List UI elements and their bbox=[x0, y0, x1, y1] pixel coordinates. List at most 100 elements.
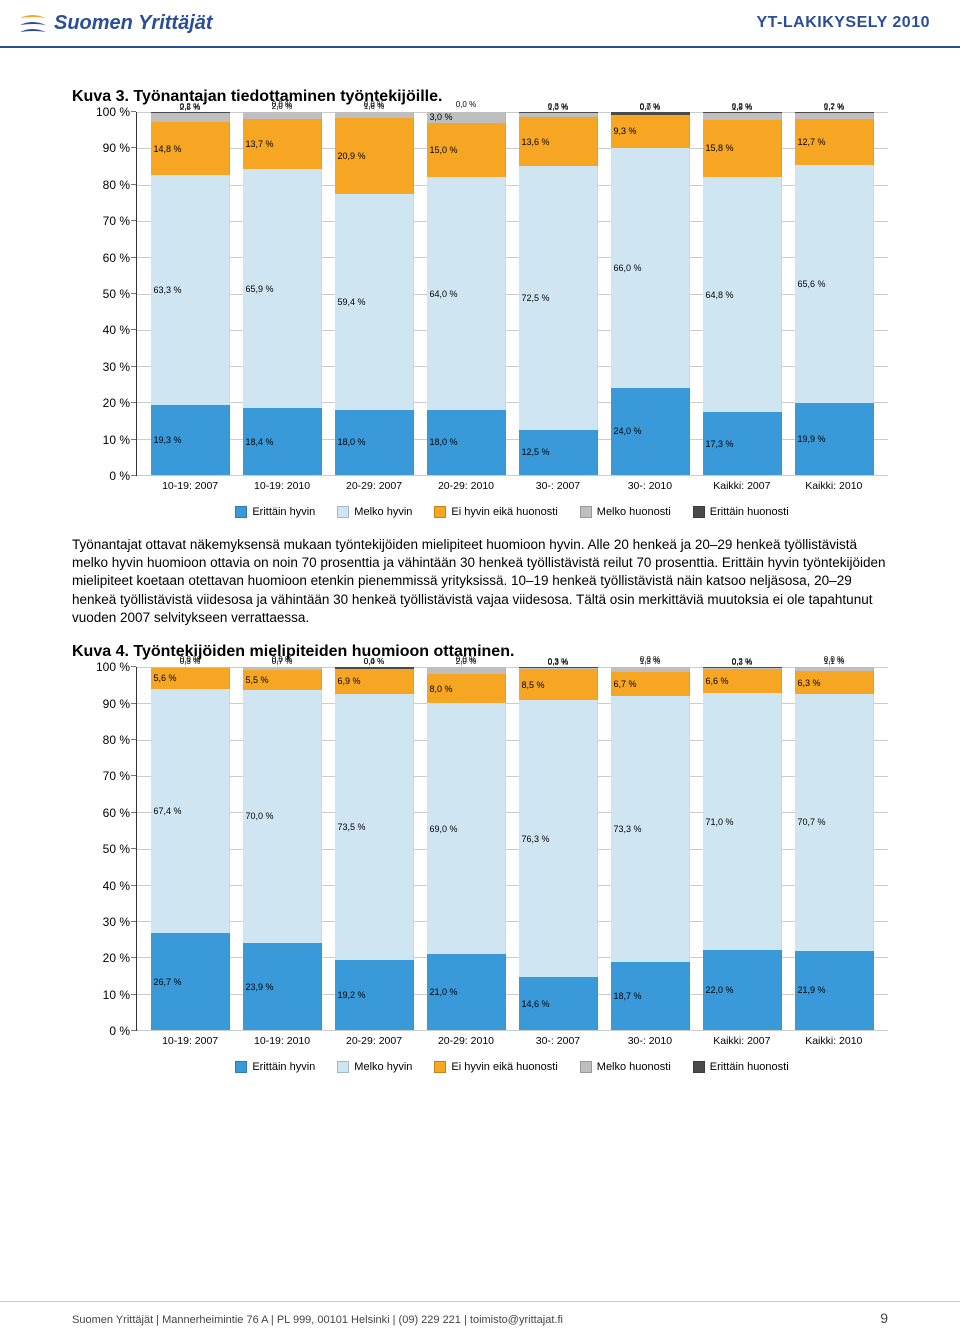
y-tick-label: 50 % bbox=[103, 842, 130, 856]
legend-item-melko_huonosti: Melko huonosti bbox=[580, 506, 671, 518]
y-tick-label: 70 % bbox=[103, 769, 130, 783]
bar-segment-erittain_hyvin: 18,0 % bbox=[427, 410, 505, 475]
y-tick-label: 40 % bbox=[103, 879, 130, 893]
y-tick-label: 90 % bbox=[103, 141, 130, 155]
bar-segment-melko_hyvin: 65,9 % bbox=[243, 169, 321, 408]
bar-column: 0,0 %2,0 %8,0 %69,0 %21,0 % bbox=[427, 667, 505, 1030]
x-axis-label: Kaikki: 2010 bbox=[795, 480, 873, 492]
legend-swatch bbox=[693, 1061, 705, 1073]
bar-column: 0,0 %1,1 %6,3 %70,7 %21,9 % bbox=[795, 667, 873, 1030]
legend-swatch bbox=[580, 506, 592, 518]
segment-value-label: 23,9 % bbox=[245, 982, 273, 992]
bar-segment-melko_hyvin: 64,8 % bbox=[703, 177, 781, 412]
x-axis-label: 20-29: 2007 bbox=[335, 480, 413, 492]
y-tick-label: 0 % bbox=[109, 1024, 130, 1038]
bar-column: 0,0 %0,3 %5,6 %67,4 %26,7 % bbox=[151, 667, 229, 1030]
bar-segment-melko_hyvin: 67,4 % bbox=[151, 689, 229, 934]
segment-value-label: 72,5 % bbox=[521, 293, 549, 303]
legend-label: Melko huonosti bbox=[597, 1061, 671, 1073]
header: Suomen Yrittäjät YT-LAKIKYSELY 2010 bbox=[0, 0, 960, 48]
bar-segment-ei_hyvin: 5,6 % bbox=[151, 668, 229, 688]
chart-1-plot: 0,2 %2,5 %14,8 %63,3 %19,3 %0,0 %2,0 %13… bbox=[136, 112, 888, 476]
legend-swatch bbox=[580, 1061, 592, 1073]
page-number: 9 bbox=[880, 1310, 888, 1326]
bar-segment-melko_hyvin: 59,4 % bbox=[335, 194, 413, 410]
bar-segment-erittain_hyvin: 26,7 % bbox=[151, 933, 229, 1030]
segment-value-label: 18,0 % bbox=[337, 437, 365, 447]
segment-value-label: 2,5 % bbox=[180, 103, 200, 112]
bar-segment-ei_hyvin: 15,0 % bbox=[427, 123, 505, 177]
bar-segment-ei_hyvin: 8,5 % bbox=[519, 669, 597, 700]
footer: Suomen Yrittäjät | Mannerheimintie 76 A … bbox=[0, 1301, 960, 1344]
segment-value-label: 0,3 % bbox=[548, 658, 568, 667]
bar-segment-erittain_hyvin: 21,0 % bbox=[427, 954, 505, 1030]
segment-value-label: 59,4 % bbox=[337, 297, 365, 307]
chart-2-frame: 0 %10 %20 %30 %40 %50 %60 %70 %80 %90 %1… bbox=[72, 667, 888, 1073]
bar-segment-melko_hyvin: 64,0 % bbox=[427, 177, 505, 409]
footer-line: Suomen Yrittäjät | Mannerheimintie 76 A … bbox=[72, 1314, 563, 1326]
segment-value-label: 14,8 % bbox=[153, 144, 181, 154]
bar-segment-melko_hyvin: 73,5 % bbox=[335, 694, 413, 961]
legend-label: Melko hyvin bbox=[354, 506, 412, 518]
y-tick-label: 30 % bbox=[103, 360, 130, 374]
y-tick-label: 100 % bbox=[96, 105, 130, 119]
bar-segment-erittain_hyvin: 14,6 % bbox=[519, 977, 597, 1030]
bar-segment-melko_huonosti: 2,0 % bbox=[243, 112, 321, 119]
segment-value-label: 1,7 % bbox=[824, 103, 844, 112]
segment-value-label: 0,7 % bbox=[272, 657, 292, 666]
bar-segment-melko_hyvin: 65,6 % bbox=[795, 165, 873, 403]
legend-item-erittain_huonosti: Erittäin huonosti bbox=[693, 506, 789, 518]
y-tick-label: 60 % bbox=[103, 806, 130, 820]
x-axis-label: 20-29: 2010 bbox=[427, 480, 505, 492]
bar-segment-melko_hyvin: 76,3 % bbox=[519, 700, 597, 977]
segment-value-label: 17,3 % bbox=[705, 439, 733, 449]
segment-value-label: 76,3 % bbox=[521, 834, 549, 844]
bar-segment-erittain_hyvin: 18,7 % bbox=[611, 962, 689, 1030]
x-axis-label: 30-: 2010 bbox=[611, 480, 689, 492]
legend-label: Erittäin huonosti bbox=[710, 506, 789, 518]
chart-1-frame: 0 %10 %20 %30 %40 %50 %60 %70 %80 %90 %1… bbox=[72, 112, 888, 518]
segment-value-label: 19,3 % bbox=[153, 435, 181, 445]
segment-value-label: 63,3 % bbox=[153, 285, 181, 295]
body-paragraph: Työnantajat ottavat näkemyksensä mukaan … bbox=[72, 536, 888, 627]
x-axis-label: 10-19: 2007 bbox=[151, 1035, 229, 1047]
segment-value-label: 18,0 % bbox=[429, 437, 457, 447]
bar-segment-erittain_hyvin: 22,0 % bbox=[703, 950, 781, 1030]
segment-value-label: 5,6 % bbox=[153, 673, 176, 683]
brand-logo: Suomen Yrittäjät bbox=[18, 10, 213, 36]
bar-column: 0,0 %1,6 %20,9 %59,4 %18,0 % bbox=[335, 112, 413, 475]
segment-value-label: 2,0 % bbox=[272, 102, 292, 111]
bar-segment-ei_hyvin: 20,9 % bbox=[335, 118, 413, 194]
y-tick-label: 80 % bbox=[103, 733, 130, 747]
bar-segment-erittain_hyvin: 19,2 % bbox=[335, 960, 413, 1030]
bar-segment-erittain_hyvin: 17,3 % bbox=[703, 412, 781, 475]
segment-value-label: 65,9 % bbox=[245, 284, 273, 294]
legend-item-ei_hyvin: Ei hyvin eikä huonosti bbox=[434, 1061, 557, 1073]
legend-label: Erittäin hyvin bbox=[252, 506, 315, 518]
segment-value-label: 66,0 % bbox=[613, 263, 641, 273]
segment-value-label: 21,0 % bbox=[429, 987, 457, 997]
legend-item-ei_hyvin: Ei hyvin eikä huonosti bbox=[434, 506, 557, 518]
document-title: YT-LAKIKYSELY 2010 bbox=[756, 14, 930, 32]
segment-value-label: 18,4 % bbox=[245, 437, 273, 447]
y-tick-label: 20 % bbox=[103, 396, 130, 410]
bar-segment-erittain_hyvin: 19,3 % bbox=[151, 405, 229, 475]
bar-segment-ei_hyvin: 6,6 % bbox=[703, 669, 781, 693]
chart-1-bars: 0,2 %2,5 %14,8 %63,3 %19,3 %0,0 %2,0 %13… bbox=[137, 112, 888, 475]
segment-value-label: 65,6 % bbox=[797, 279, 825, 289]
bar-segment-melko_hyvin: 70,7 % bbox=[795, 694, 873, 951]
segment-value-label: 19,2 % bbox=[337, 990, 365, 1000]
segment-value-label: 19,9 % bbox=[797, 434, 825, 444]
legend-item-melko_huonosti: Melko huonosti bbox=[580, 1061, 671, 1073]
x-axis-label: 30-: 2007 bbox=[519, 480, 597, 492]
chart-1-xlabels: 10-19: 200710-19: 201020-29: 200720-29: … bbox=[136, 476, 888, 492]
segment-value-label: 13,6 % bbox=[521, 137, 549, 147]
bar-segment-ei_hyvin: 6,3 % bbox=[795, 671, 873, 694]
segment-value-label: 71,0 % bbox=[705, 817, 733, 827]
legend-item-melko_hyvin: Melko hyvin bbox=[337, 506, 412, 518]
segment-value-label: 0,0 % bbox=[640, 103, 660, 112]
bar-column: 0,2 %1,7 %12,7 %65,6 %19,9 % bbox=[795, 112, 873, 475]
segment-value-label: 70,0 % bbox=[245, 811, 273, 821]
x-axis-label: Kaikki: 2010 bbox=[795, 1035, 873, 1047]
segment-value-label: 18,7 % bbox=[613, 991, 641, 1001]
